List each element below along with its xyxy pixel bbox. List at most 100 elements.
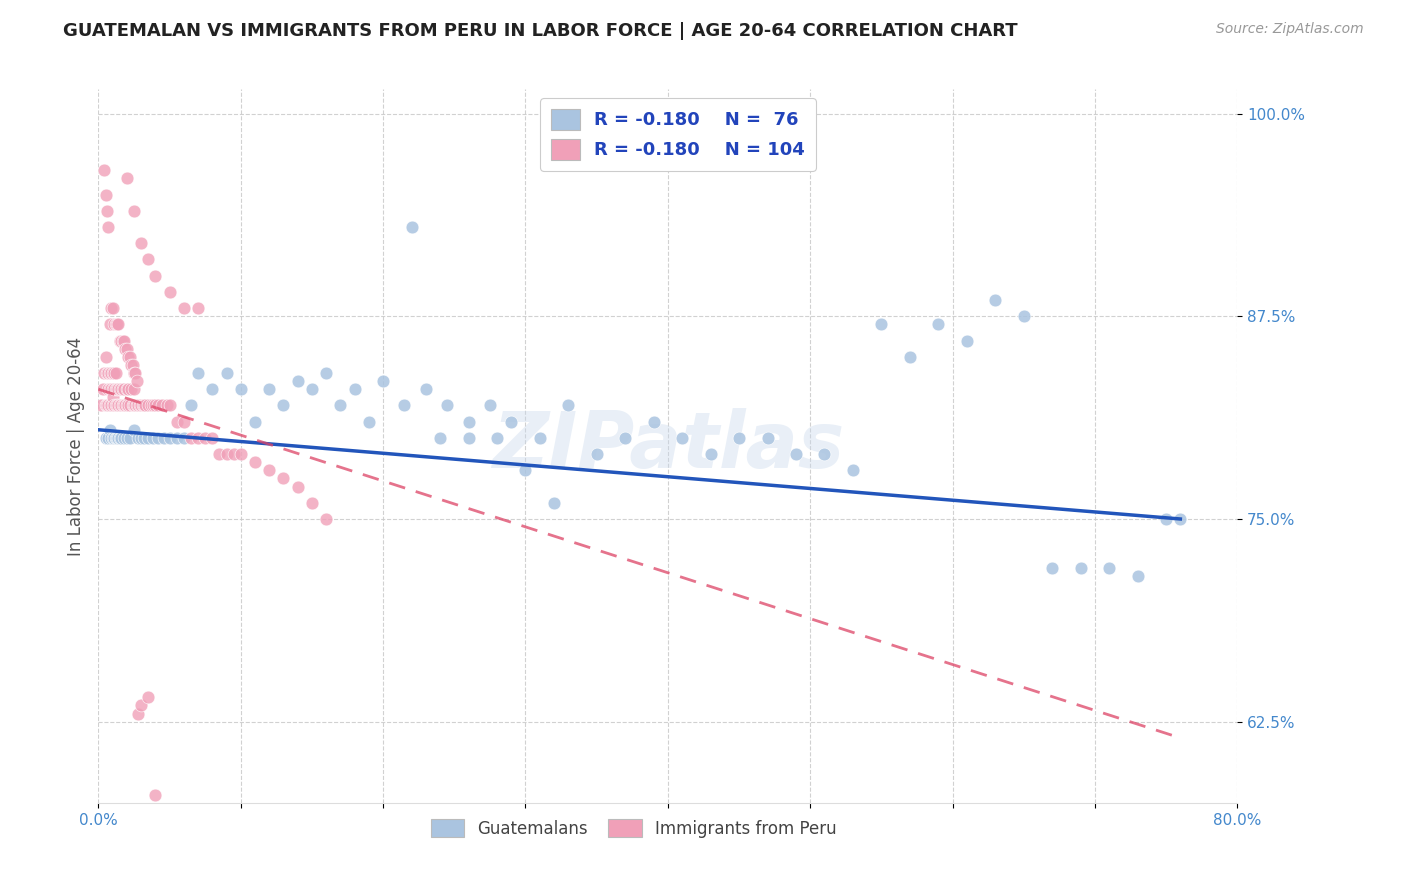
Point (173, 431, 195, 445)
Point (112, 334, 135, 348)
Point (110, 431, 132, 445)
Point (357, 415, 380, 429)
Point (152, 399, 174, 413)
Point (110, 334, 132, 348)
Point (122, 399, 145, 413)
Point (127, 706, 149, 721)
Point (104, 399, 127, 413)
Point (96, 399, 118, 413)
Point (97, 399, 120, 413)
Point (315, 366, 337, 380)
Point (1154, 512, 1177, 526)
Point (436, 399, 458, 413)
Point (486, 431, 509, 445)
Point (121, 399, 143, 413)
Point (107, 318, 129, 332)
Point (273, 399, 295, 413)
Point (124, 399, 146, 413)
Point (136, 431, 159, 445)
Point (103, 431, 125, 445)
Point (671, 431, 693, 445)
Point (813, 447, 835, 461)
Point (100, 301, 122, 315)
Point (187, 301, 209, 315)
Point (1040, 560, 1063, 574)
Point (153, 431, 176, 445)
Point (103, 399, 125, 413)
Point (415, 382, 437, 396)
Point (100, 382, 122, 396)
Point (103, 366, 125, 380)
Point (215, 447, 238, 461)
Point (117, 382, 139, 396)
Point (100, 399, 122, 413)
Point (287, 374, 309, 388)
Point (98, 382, 121, 396)
Point (108, 382, 131, 396)
Point (132, 431, 155, 445)
Point (166, 415, 188, 429)
Point (273, 471, 295, 485)
Point (128, 399, 150, 413)
Point (898, 350, 921, 364)
Point (243, 455, 266, 469)
Point (94, 431, 117, 445)
Point (187, 366, 209, 380)
Point (301, 496, 323, 510)
Point (105, 318, 128, 332)
Point (108, 399, 131, 413)
Point (187, 431, 209, 445)
Point (141, 431, 163, 445)
Point (215, 366, 238, 380)
Point (104, 382, 127, 396)
Point (699, 447, 721, 461)
Point (129, 698, 152, 713)
Point (156, 399, 179, 413)
Point (141, 399, 163, 413)
Point (394, 399, 416, 413)
Point (122, 203, 145, 218)
Point (429, 431, 451, 445)
Point (104, 431, 127, 445)
Point (457, 431, 479, 445)
Point (98, 399, 121, 413)
Point (108, 334, 131, 348)
Point (98, 366, 121, 380)
Point (121, 358, 143, 372)
Point (120, 382, 142, 396)
Point (139, 399, 162, 413)
Point (105, 399, 128, 413)
Point (98, 318, 121, 332)
Point (91, 382, 114, 396)
Point (120, 358, 142, 372)
Point (194, 431, 217, 445)
Point (101, 399, 124, 413)
Point (97, 366, 120, 380)
Point (118, 431, 141, 445)
Point (96, 366, 118, 380)
Point (180, 431, 202, 445)
Point (173, 301, 195, 315)
Point (114, 399, 136, 413)
Point (136, 252, 159, 267)
Point (100, 431, 122, 445)
Point (101, 382, 124, 396)
Point (107, 399, 129, 413)
Point (118, 399, 141, 413)
Point (501, 415, 523, 429)
Point (90, 399, 112, 413)
Point (103, 318, 125, 332)
Point (315, 512, 337, 526)
Point (111, 382, 134, 396)
Point (101, 390, 124, 404)
Point (104, 318, 127, 332)
Point (96, 203, 118, 218)
Point (122, 423, 145, 437)
Point (125, 399, 148, 413)
Point (124, 366, 146, 380)
Point (173, 415, 195, 429)
Point (107, 382, 129, 396)
Point (842, 463, 865, 477)
Point (166, 431, 188, 445)
Point (105, 431, 128, 445)
